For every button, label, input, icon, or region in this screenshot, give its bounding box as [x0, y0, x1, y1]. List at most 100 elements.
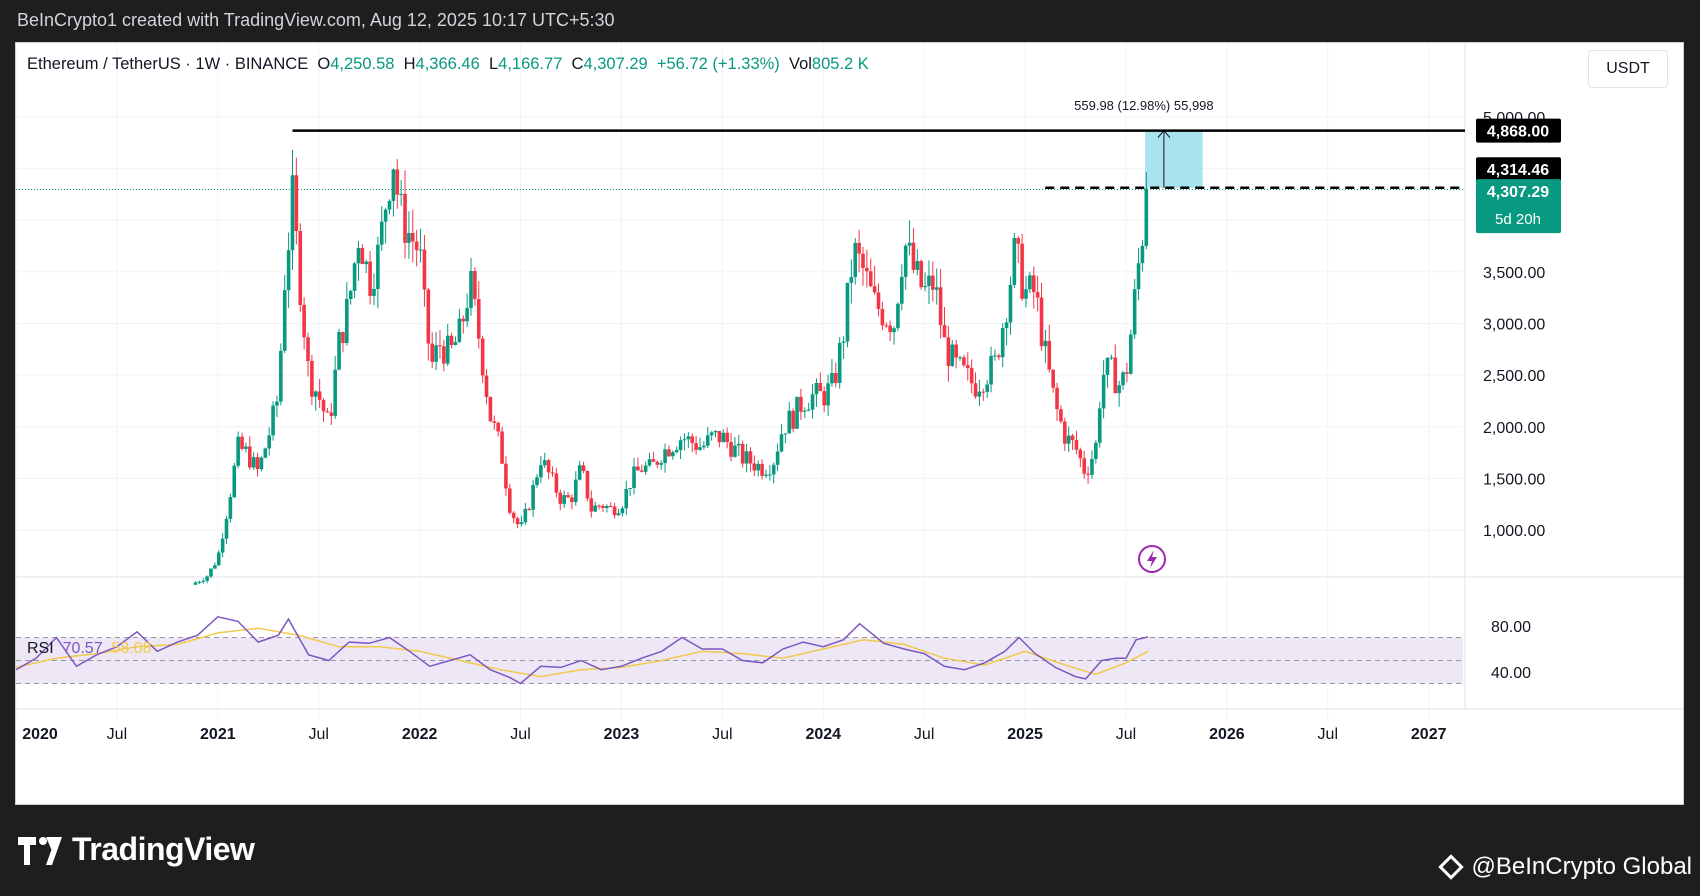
candle-body: [387, 200, 392, 210]
candle-body: [876, 292, 881, 309]
candle-body: [337, 332, 341, 370]
candle-body: [465, 308, 469, 322]
candle-body: [508, 488, 512, 513]
candle-body: [682, 439, 687, 441]
candle-body: [562, 495, 566, 504]
candle-body: [783, 433, 788, 435]
candle-body: [1016, 238, 1021, 244]
candle-body: [802, 410, 807, 412]
time-tick-label: Jul: [1318, 726, 1338, 743]
candle-body: [799, 396, 803, 412]
candle-body: [414, 241, 419, 251]
candle-body: [542, 460, 547, 466]
candle-body: [764, 474, 768, 476]
candle-body: [1063, 421, 1067, 444]
candle-body: [1101, 374, 1106, 409]
candle-body: [352, 263, 357, 291]
candle-body: [822, 391, 826, 406]
candle-body: [1086, 473, 1090, 475]
candle-body: [931, 275, 935, 290]
candles-group: [193, 149, 1149, 586]
tradingview-logo: TradingView: [18, 831, 255, 868]
beincrypto-credit: @BeInCrypto Global: [1437, 853, 1692, 881]
candle-body: [589, 498, 594, 512]
resistance-price-tag-bg: [1476, 118, 1561, 143]
candle-body: [201, 580, 206, 582]
candle-body: [601, 505, 605, 509]
candle-body: [725, 432, 729, 443]
candle-body: [329, 412, 334, 416]
candle-body: [791, 410, 795, 429]
candle-body: [702, 445, 706, 448]
candle-body: [453, 342, 458, 345]
candle-body: [422, 249, 427, 290]
price-tick-label: 3,000.00: [1483, 317, 1545, 334]
candle-body: [884, 325, 889, 327]
rsi-ma-value: 58.08: [111, 640, 152, 657]
candle-body: [826, 383, 830, 406]
candle-body: [480, 338, 485, 376]
candle-body: [868, 271, 873, 287]
candle-body: [577, 465, 582, 480]
currency-button[interactable]: USDT: [1588, 50, 1668, 88]
candle-body: [946, 337, 951, 367]
candle-body: [911, 242, 916, 270]
candle-body: [461, 318, 466, 322]
candle-body: [752, 463, 757, 471]
low-key: L: [488, 55, 499, 73]
candle-body: [655, 461, 660, 465]
candle-body: [317, 391, 322, 400]
lightning-glyph: [1147, 550, 1157, 568]
candle-body: [368, 261, 372, 296]
candle-body: [298, 231, 303, 305]
candle-body: [717, 431, 722, 443]
candle-body: [325, 411, 330, 413]
open-value: 4,250.58: [330, 55, 395, 73]
candle-body: [376, 244, 380, 290]
candle-body: [205, 576, 209, 581]
candle-body: [519, 522, 524, 525]
candle-body: [620, 508, 625, 514]
time-tick-label: Jul: [308, 726, 328, 743]
candle-body: [341, 332, 345, 343]
candle-body: [535, 477, 539, 485]
candle-body: [449, 335, 454, 345]
candle-body: [962, 357, 966, 366]
candle-body: [1020, 243, 1024, 299]
candle-body: [989, 355, 993, 385]
candle-body: [686, 436, 691, 440]
candle-body: [1094, 442, 1098, 459]
chart-canvas[interactable]: 559.98 (12.98%) 55,9985,000.004,000.003,…: [16, 43, 1684, 805]
candle-body: [418, 249, 423, 251]
volume-value: 805.2 K: [811, 55, 869, 73]
candle-body: [993, 355, 997, 357]
candle-body: [473, 271, 477, 300]
volume-key: Vol: [788, 55, 812, 73]
candle-body: [690, 436, 695, 444]
tradingview-logo-icon: [18, 836, 62, 865]
candle-body: [1074, 440, 1079, 450]
candle-body: [391, 169, 396, 201]
time-tick-label: 2023: [604, 726, 640, 743]
candle-body: [1144, 188, 1149, 246]
candle-body: [515, 518, 520, 525]
candle-body: [410, 233, 415, 242]
candle-body: [476, 299, 481, 339]
candle-body: [958, 357, 962, 359]
candle-body: [1047, 340, 1052, 370]
candle-body: [857, 242, 861, 254]
candle-body: [306, 337, 310, 361]
candle-body: [608, 505, 613, 507]
candle-body: [333, 369, 337, 416]
candle-body: [290, 175, 295, 251]
candle-body: [531, 484, 535, 510]
candle-body: [259, 457, 264, 470]
candle-body: [360, 247, 365, 265]
rsi-value: 70.57: [62, 640, 103, 657]
rsi-tick-label: 40.00: [1491, 665, 1531, 682]
candle-body: [209, 568, 213, 577]
candle-body: [1055, 387, 1059, 410]
time-tick-label: Jul: [914, 726, 934, 743]
candle-body: [981, 391, 986, 393]
candle-body: [950, 344, 955, 367]
